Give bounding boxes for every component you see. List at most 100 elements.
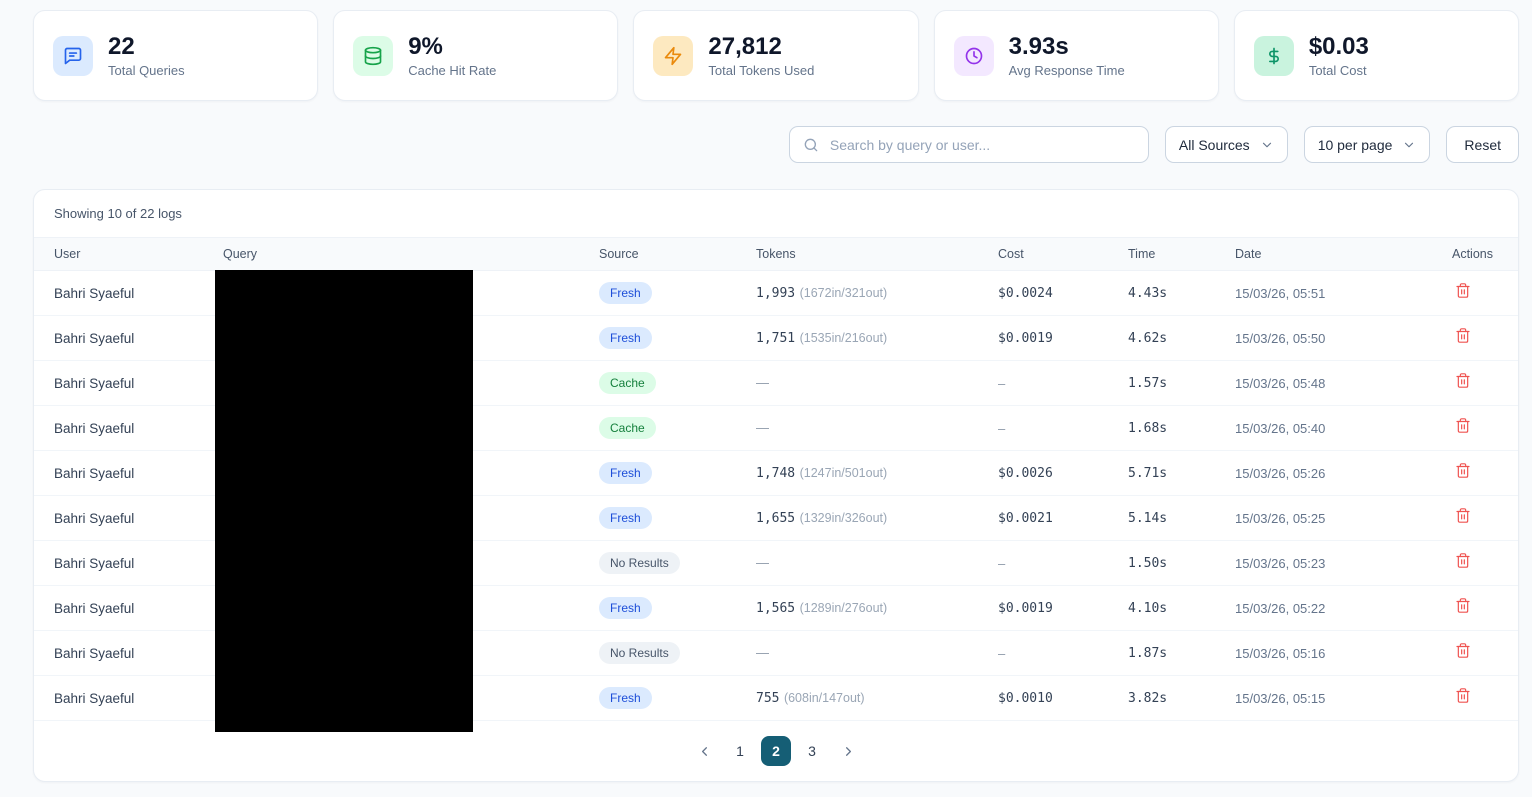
prev-page-button[interactable] [689, 736, 719, 766]
delete-button[interactable] [1455, 597, 1471, 614]
delete-button[interactable] [1455, 417, 1471, 434]
column-header: Actions [1452, 247, 1493, 261]
chevron-left-icon [701, 746, 707, 756]
trash-icon [1456, 283, 1470, 298]
zap-icon [653, 35, 694, 76]
tokens-value: — [756, 375, 769, 390]
cost-cell: – [998, 375, 1006, 391]
trash-icon [1456, 553, 1470, 568]
tokens-detail: (1329in/326out) [799, 511, 888, 525]
column-header: Time [1128, 247, 1156, 261]
date-cell: 15/03/26, 05:23 [1235, 555, 1326, 571]
date-cell: 15/03/26, 05:22 [1235, 600, 1326, 616]
stat-label: Total Tokens Used [708, 62, 815, 78]
user-cell: Bahri Syaeful [54, 600, 135, 616]
date-cell: 15/03/26, 05:16 [1235, 645, 1326, 661]
stats-row: 22 Total Queries 9% Cache Hit Rate 27,81… [33, 10, 1520, 101]
source-badge: Fresh [599, 686, 652, 710]
time-cell: 5.71s [1128, 465, 1168, 481]
stat-value: 9% [408, 33, 443, 61]
stat-value: $0.03 [1308, 33, 1369, 61]
user-cell: Bahri Syaeful [54, 375, 135, 391]
date-cell: 15/03/26, 05:40 [1235, 420, 1326, 436]
page-button-3[interactable]: 3 [797, 736, 827, 766]
source-filter-select[interactable]: All Sources [1164, 126, 1288, 163]
delete-button[interactable] [1455, 687, 1471, 704]
delete-button[interactable] [1455, 372, 1471, 389]
cost-cell: $0.0024 [998, 285, 1053, 301]
search-icon [804, 138, 818, 151]
cost-cell: $0.0026 [998, 465, 1053, 481]
tokens-value: 1,993 [756, 286, 796, 301]
table-summary: Showing 10 of 22 logs [54, 206, 182, 221]
trash-icon [1456, 643, 1470, 658]
time-cell: 1.57s [1128, 375, 1168, 391]
column-header: Source [599, 247, 639, 261]
page-size-value: 10 per page [1317, 136, 1393, 153]
stat-label: Total Queries [108, 62, 185, 78]
time-cell: 5.14s [1128, 510, 1168, 526]
page-button-1[interactable]: 1 [725, 736, 755, 766]
page-size-select[interactable]: 10 per page [1303, 126, 1431, 163]
page-button-2[interactable]: 2 [761, 736, 791, 766]
stat-card-total-tokens: 27,812 Total Tokens Used [633, 10, 919, 101]
column-header: Cost [998, 247, 1024, 261]
next-page-button[interactable] [833, 736, 863, 766]
user-cell: Bahri Syaeful [54, 690, 135, 706]
delete-button[interactable] [1455, 462, 1471, 479]
date-cell: 15/03/26, 05:50 [1235, 330, 1326, 346]
chevron-right-icon [845, 746, 851, 756]
trash-icon [1456, 598, 1470, 613]
trash-icon [1456, 508, 1470, 523]
time-cell: 1.87s [1128, 645, 1168, 661]
user-cell: Bahri Syaeful [54, 510, 135, 526]
source-badge: Fresh [599, 506, 652, 530]
stat-value: 3.93s [1008, 33, 1069, 61]
delete-button[interactable] [1455, 552, 1471, 569]
search-box[interactable] [788, 126, 1149, 163]
cost-cell: – [998, 555, 1006, 571]
tokens-value: 755 [756, 691, 780, 706]
time-cell: 4.62s [1128, 330, 1168, 346]
tokens-value: — [756, 420, 769, 435]
tokens-value: 1,751 [756, 331, 796, 346]
trash-icon [1456, 373, 1470, 388]
stat-card-cache-hit-rate: 9% Cache Hit Rate [333, 10, 619, 101]
source-filter-value: All Sources [1178, 136, 1250, 153]
time-cell: 4.10s [1128, 600, 1168, 616]
cost-cell: $0.0021 [998, 510, 1053, 526]
redacted-query-column [215, 270, 473, 732]
delete-button[interactable] [1455, 507, 1471, 524]
search-input[interactable] [827, 135, 1135, 154]
tokens-value: — [756, 645, 769, 660]
cost-cell: $0.0019 [998, 330, 1053, 346]
table-header-row: User Query Source Tokens Cost Time Date Actions [34, 237, 1518, 271]
source-badge: Cache [599, 416, 656, 440]
delete-button[interactable] [1455, 327, 1471, 344]
stat-card-total-queries: 22 Total Queries [33, 10, 319, 101]
date-cell: 15/03/26, 05:48 [1235, 375, 1326, 391]
stat-value: 27,812 [708, 33, 782, 61]
delete-button[interactable] [1455, 282, 1471, 299]
user-cell: Bahri Syaeful [54, 465, 135, 481]
user-cell: Bahri Syaeful [54, 420, 135, 436]
column-header: User [54, 247, 81, 261]
column-header: Query [223, 247, 258, 261]
source-badge: Fresh [599, 326, 652, 350]
delete-button[interactable] [1455, 642, 1471, 659]
filter-row: All Sources 10 per page Reset [33, 126, 1519, 163]
stat-card-total-cost: $0.03 Total Cost [1233, 10, 1520, 101]
dollar-icon [1253, 35, 1294, 76]
source-badge: Fresh [599, 461, 652, 485]
cost-cell: – [998, 420, 1006, 436]
tokens-detail: (1672in/321out) [799, 286, 888, 300]
source-badge: No Results [599, 641, 680, 665]
reset-button[interactable]: Reset [1446, 126, 1519, 163]
database-icon [353, 35, 394, 76]
cost-cell: – [998, 645, 1006, 661]
stat-label: Cache Hit Rate [408, 62, 497, 78]
date-cell: 15/03/26, 05:15 [1235, 690, 1326, 706]
trash-icon [1456, 328, 1470, 343]
source-badge: Fresh [599, 596, 652, 620]
